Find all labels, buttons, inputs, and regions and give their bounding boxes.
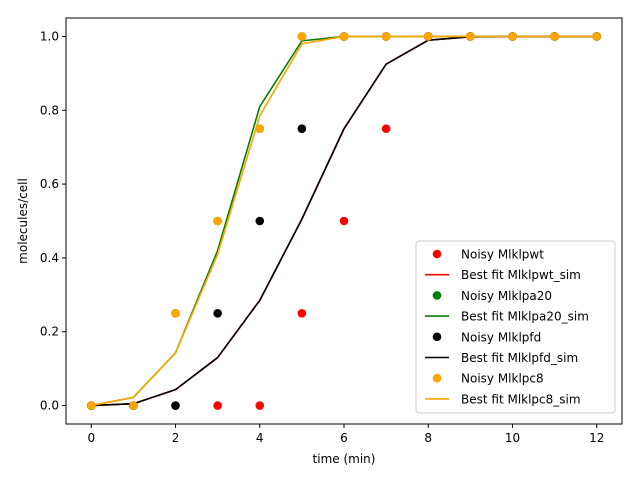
x-tick-label: 0 bbox=[87, 431, 95, 445]
data-point-noisy-mlklpfd bbox=[213, 308, 222, 318]
data-point-noisy-mlklpc8 bbox=[255, 124, 265, 134]
legend-label-noisy-mlklpwt: Noisy Mlklpwt bbox=[461, 248, 544, 262]
y-tick-label: 0.6 bbox=[40, 177, 59, 191]
legend-marker-noisy-mlklpc8 bbox=[432, 373, 442, 383]
data-point-noisy-mlklpwt bbox=[339, 216, 349, 226]
plot-marks bbox=[86, 32, 602, 410]
x-tick-label: 4 bbox=[256, 431, 264, 445]
y-tick-label: 0.2 bbox=[40, 325, 59, 339]
x-tick-label: 10 bbox=[505, 431, 520, 445]
legend-label-noisy-mlklpfd: Noisy Mlklpfd bbox=[461, 330, 541, 344]
legend-label-best-fit-mlklpc8-sim: Best fit Mlklpc8_sim bbox=[461, 392, 581, 406]
data-point-noisy-mlklpwt bbox=[255, 401, 265, 410]
x-tick-label: 6 bbox=[340, 431, 348, 445]
data-point-noisy-mlklpc8 bbox=[129, 401, 138, 410]
y-axis: 0.0 0.2 0.4 0.6 0.8 1.0 bbox=[40, 29, 66, 413]
y-tick-label: 0.8 bbox=[40, 103, 59, 117]
data-point-noisy-mlklpwt bbox=[381, 124, 391, 134]
data-point-noisy-mlklpwt bbox=[297, 308, 307, 318]
x-tick-label: 8 bbox=[424, 431, 432, 445]
data-point-noisy-mlklpfd bbox=[255, 216, 265, 226]
data-point-noisy-mlklpwt bbox=[213, 401, 222, 410]
legend-label-best-fit-mlklpa20-sim: Best fit Mlklpa20_sim bbox=[461, 310, 589, 324]
y-tick-label: 0.4 bbox=[40, 251, 59, 265]
x-tick-label: 12 bbox=[589, 431, 604, 445]
data-point-noisy-mlklpfd bbox=[297, 124, 307, 134]
y-axis-label: molecules/cell bbox=[16, 178, 30, 264]
x-axis-label: time (min) bbox=[313, 452, 376, 466]
x-axis: 0 2 4 6 8 10 12 bbox=[87, 424, 604, 445]
legend-marker-noisy-mlklpwt bbox=[432, 249, 442, 259]
legend-label-noisy-mlklpa20: Noisy Mlklpa20 bbox=[461, 289, 552, 303]
legend-marker-noisy-mlklpa20 bbox=[432, 291, 442, 300]
data-point-noisy-mlklpfd bbox=[171, 401, 180, 410]
data-point-noisy-mlklpc8 bbox=[297, 32, 307, 41]
data-point-noisy-mlklpc8 bbox=[213, 216, 222, 226]
legend-box bbox=[415, 240, 616, 414]
legend-label-best-fit-mlklpwt-sim: Best fit Mlklpwt_sim bbox=[461, 268, 581, 282]
y-tick-label: 0.0 bbox=[40, 399, 59, 413]
legend-label-best-fit-mlklpfd-sim: Best fit Mlklpfd_sim bbox=[461, 351, 578, 365]
legend-marker-noisy-mlklpfd bbox=[432, 332, 442, 342]
data-point-noisy-mlklpc8 bbox=[171, 308, 180, 318]
series-line-best-fit-mlklpc8-sim bbox=[91, 35, 597, 407]
y-tick-label: 1.0 bbox=[40, 29, 59, 43]
x-tick-label: 2 bbox=[172, 431, 180, 445]
legend: Noisy Mlklpwt Best fit Mlklpwt_sim Noisy M… bbox=[415, 240, 616, 414]
legend-label-noisy-mlklpc8: Noisy Mlklpc8 bbox=[461, 372, 544, 386]
